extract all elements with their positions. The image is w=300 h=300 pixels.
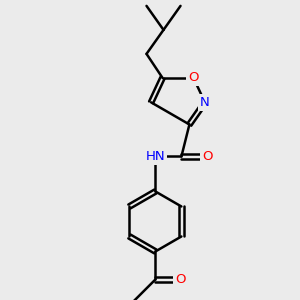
Text: O: O bbox=[175, 273, 186, 286]
Text: O: O bbox=[202, 150, 213, 163]
Text: HN: HN bbox=[146, 150, 165, 163]
Text: O: O bbox=[188, 71, 199, 84]
Text: N: N bbox=[200, 96, 210, 109]
